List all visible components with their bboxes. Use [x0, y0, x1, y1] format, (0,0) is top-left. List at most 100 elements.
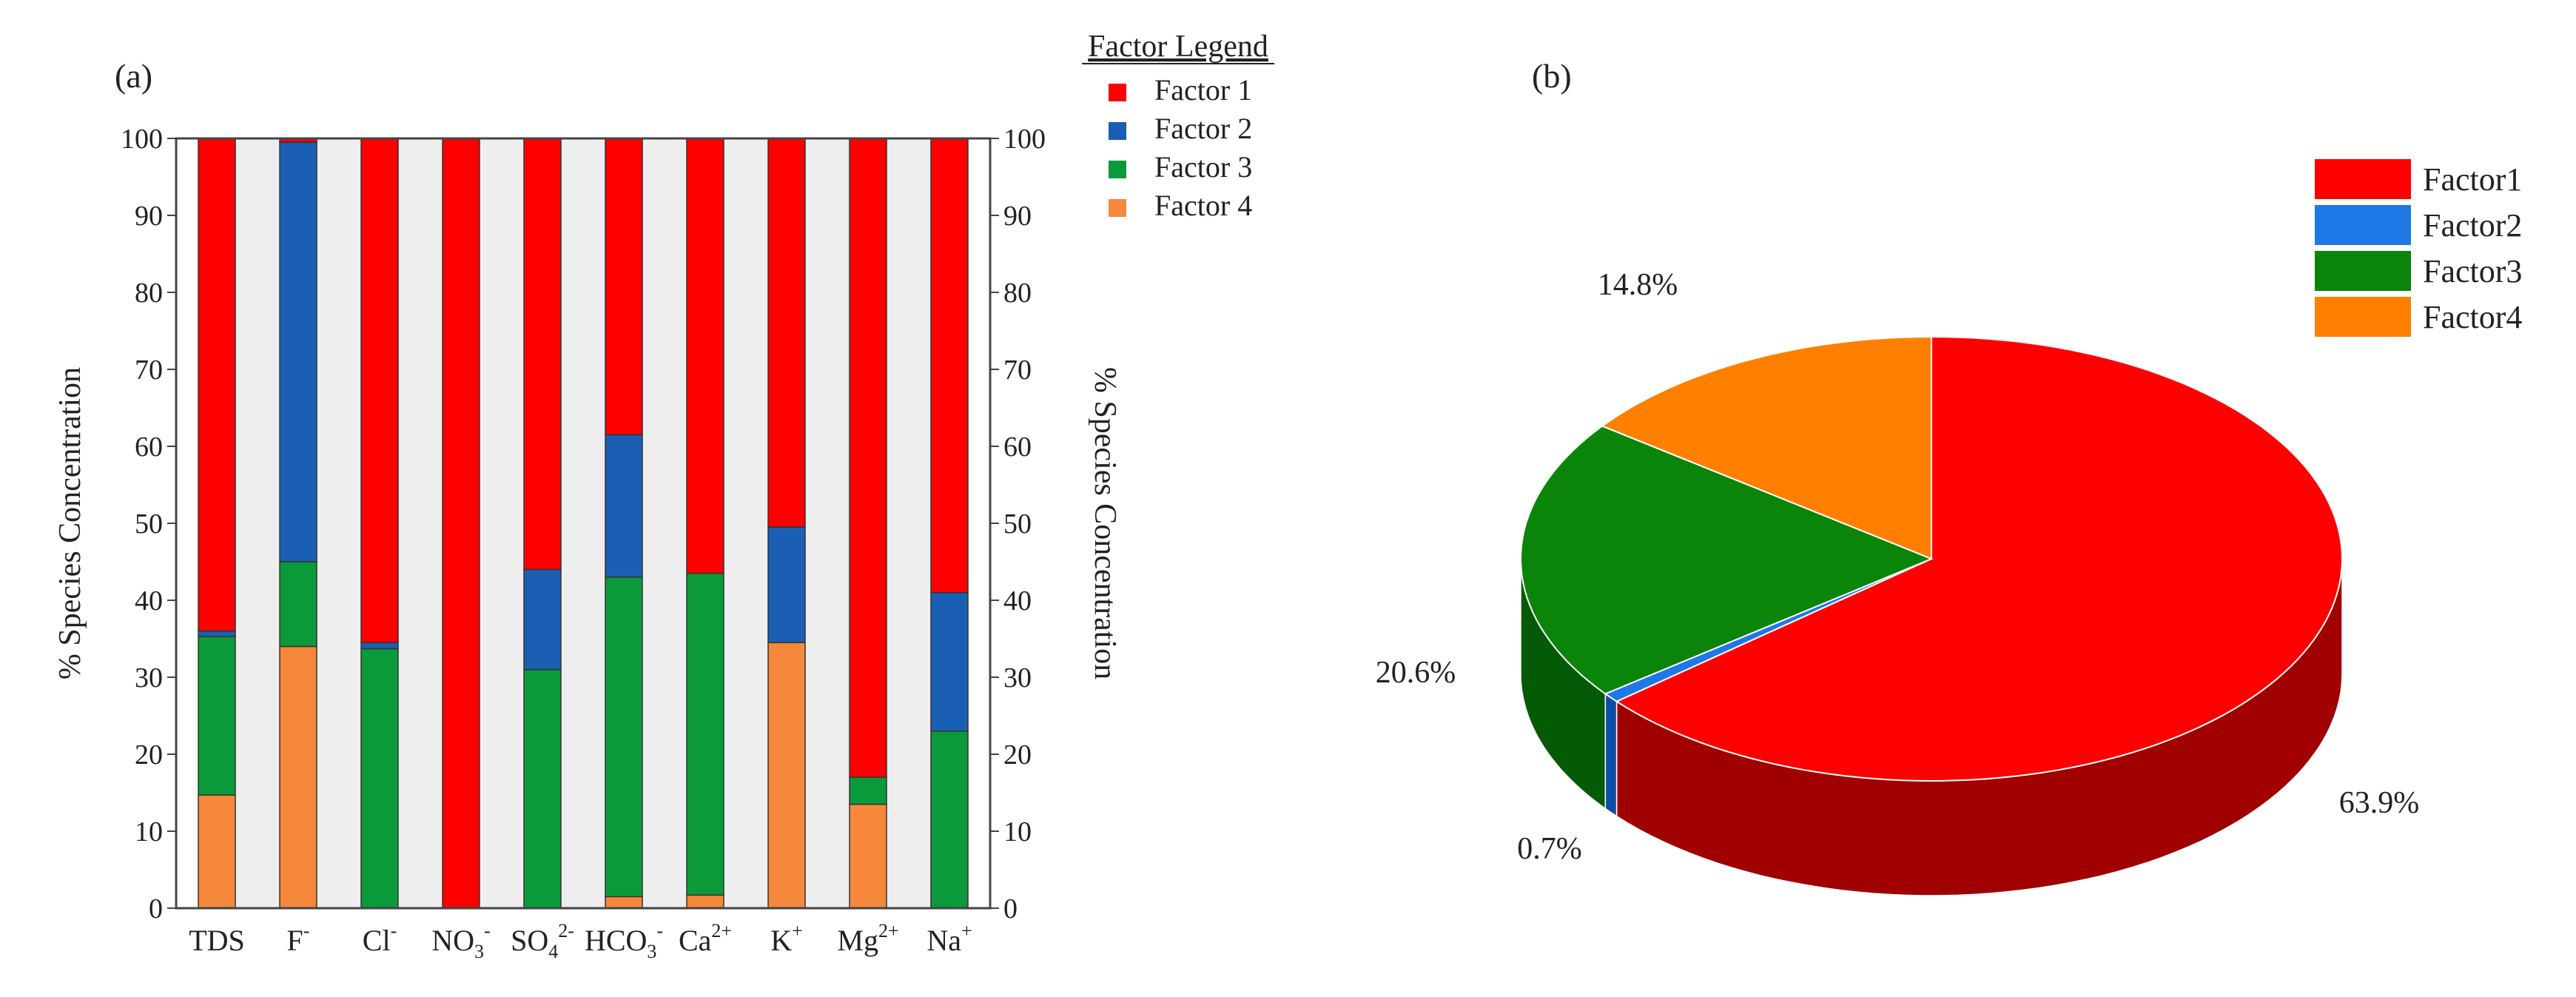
slice-label: 63.9% [2339, 786, 2420, 820]
bar-segment [198, 138, 236, 632]
bar-segment [767, 138, 806, 528]
y-tick-label-right: 40 [1003, 585, 1032, 617]
category-label-sup: 2+ [878, 920, 899, 941]
bar-segment [605, 896, 643, 909]
bar-segment [279, 141, 317, 563]
bar-segment [767, 526, 806, 643]
legend-title: Factor Legend [1088, 30, 1268, 64]
y-tick-label-right: 0 [1003, 893, 1018, 924]
category-label-base: Cl [363, 924, 391, 957]
category-label-sub: 3 [474, 941, 484, 962]
pie-chart: 63.9% 0.7% 20.6% 14.8% [1376, 268, 2420, 896]
category-label: TDS [189, 924, 245, 957]
left-axis-ticks: 0 10 20 30 40 50 60 70 80 90 100 [121, 124, 176, 924]
legend-label: Factor2 [2423, 207, 2522, 244]
bar-segment [279, 561, 317, 648]
bar-segment [686, 572, 724, 896]
bar-segment [279, 645, 317, 909]
slice-label: 0.7% [1517, 832, 1582, 866]
gap-column [887, 138, 931, 908]
category-label-sub: 4 [548, 941, 558, 962]
legend-label: Factor 4 [1154, 189, 1252, 222]
y-tick-label-right: 90 [1003, 201, 1032, 232]
y-tick-label-left: 10 [135, 816, 163, 847]
category-label: HCO3- [585, 920, 663, 962]
slice-label: 20.6% [1376, 656, 1456, 690]
category-label-sup: - [391, 920, 397, 941]
gap-column [642, 138, 687, 908]
category-label-sup: + [961, 920, 972, 941]
legend-swatch [2315, 251, 2411, 291]
category-label-base: K [770, 924, 792, 957]
y-axis-label-right: % Species Concentration [1088, 367, 1122, 679]
y-tick-label-left: 20 [135, 739, 163, 771]
y-axis-label-left: % Species Concentration [53, 367, 87, 679]
category-label: K+ [770, 920, 803, 957]
pie-slice [1615, 335, 2344, 782]
pie-legend: Factor1 Factor2 Factor3 Factor4 [2315, 159, 2522, 337]
category-label-base: F [287, 924, 303, 957]
category-label: Ca2+ [679, 920, 732, 957]
y-tick-label-left: 30 [135, 662, 163, 694]
bar-segment [523, 568, 562, 671]
gap-column [398, 138, 443, 908]
legend-label: Factor 3 [1154, 150, 1252, 184]
y-tick-label-left: 100 [121, 124, 163, 155]
legend-swatch [2315, 159, 2411, 199]
category-label: Na+ [927, 920, 972, 957]
category-label-base: Ca [679, 924, 712, 957]
category-label-base: HCO [585, 924, 647, 957]
gap-column [235, 138, 280, 908]
bar-segment [198, 794, 236, 909]
category-label-sup: - [303, 920, 310, 941]
legend-swatch [1109, 161, 1126, 178]
y-tick-label-left: 0 [149, 893, 163, 924]
pie-side [1604, 692, 1618, 818]
y-tick-label-left: 90 [135, 201, 163, 232]
bar-segment [686, 894, 724, 909]
bar-segment [605, 577, 643, 898]
legend-label: Factor1 [2423, 161, 2522, 198]
bar-segment [198, 630, 236, 637]
y-tick-label-left: 80 [135, 278, 163, 309]
y-tick-label-right: 50 [1003, 508, 1032, 540]
bar-segment [849, 776, 887, 805]
bar-segment [360, 138, 399, 643]
pie-slice [1601, 335, 1932, 560]
category-label-base: Mg [837, 924, 878, 957]
panel-a: (a) 0 10 20 30 40 50 60 70 80 90 100 0 10 20 30 40 50 60… [53, 30, 1274, 962]
y-tick-label-right: 100 [1003, 124, 1046, 155]
y-tick-label-left: 40 [135, 585, 163, 617]
gap-column [805, 138, 850, 908]
bar-segment [849, 138, 887, 778]
pie-slice [1604, 558, 1932, 702]
category-label: NO3- [431, 920, 490, 962]
category-label-sup: - [656, 920, 663, 941]
category-label-base: Na [927, 924, 961, 957]
bar-segment [523, 138, 562, 571]
legend-label: Factor3 [2423, 253, 2522, 289]
bar-segment [686, 138, 724, 574]
panel-b-label: (b) [1532, 57, 1572, 95]
legend-label: Factor 1 [1154, 73, 1252, 107]
category-label-base: NO [431, 924, 474, 957]
bar-segment [605, 434, 643, 578]
category-label-base: SO [511, 924, 548, 957]
bar-segment [523, 668, 562, 909]
y-tick-label-right: 80 [1003, 278, 1032, 309]
category-label: Cl- [363, 920, 397, 957]
bar-segment [442, 138, 480, 909]
category-label-base: TDS [189, 924, 245, 957]
panel-a-label: (a) [115, 57, 152, 95]
pie-slice [1519, 425, 1934, 695]
category-label: SO42- [511, 920, 574, 962]
legend-swatch [1109, 84, 1126, 101]
y-tick-label-right: 60 [1003, 432, 1032, 463]
bar-segment [360, 642, 399, 650]
gap-column [480, 138, 524, 908]
gap-column [317, 138, 361, 908]
bar-segment [198, 636, 236, 796]
